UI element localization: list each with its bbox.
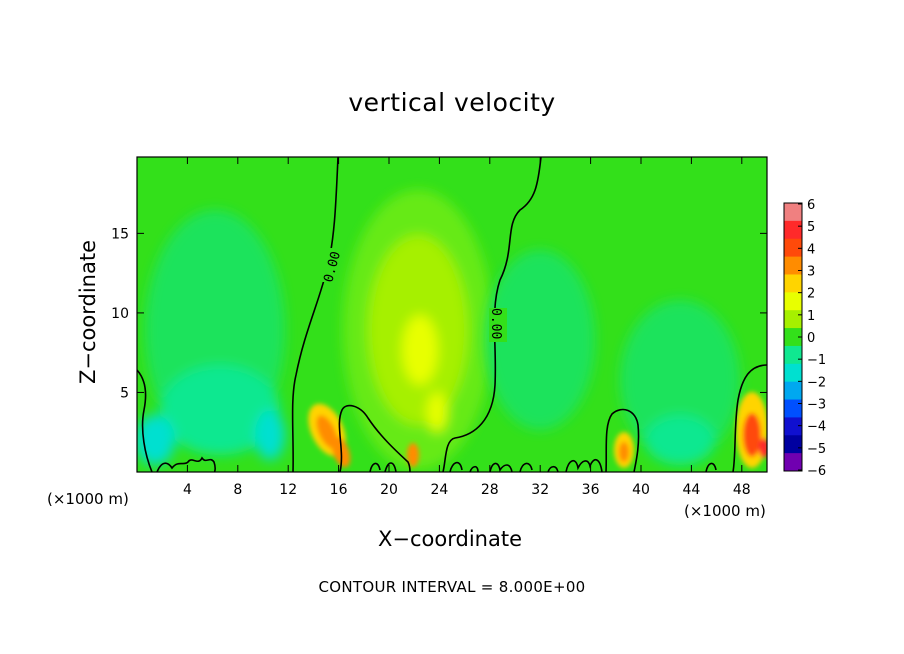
x-tick-label: 4 — [183, 482, 192, 498]
colorbar-swatch — [784, 328, 802, 347]
colorbar-tick-label: 2 — [807, 287, 815, 302]
plot-field: 0.00 0.00 — [137, 157, 767, 472]
contour-label: 0.00 — [488, 308, 503, 339]
colorbar-swatch — [784, 381, 802, 401]
colorbar-swatch — [784, 292, 802, 311]
downdraft-region — [160, 365, 280, 455]
zero-contour — [605, 408, 640, 472]
x-tick-label: 16 — [330, 482, 348, 498]
x-tick-label: 32 — [531, 482, 549, 498]
x-tick-label: 24 — [430, 482, 448, 498]
zero-contour — [338, 404, 411, 472]
y-axis-label: Z−coordinate — [76, 240, 100, 384]
colorbar-tick-label: 4 — [807, 242, 815, 257]
colorbar-swatch — [784, 417, 802, 436]
x-units-right: (×1000 m) — [684, 502, 766, 520]
downdraft-region — [485, 250, 595, 430]
updraft-cell-core — [316, 415, 338, 449]
colorbar-swatch — [784, 453, 802, 472]
colorbar-tick-label: −5 — [807, 442, 826, 457]
colorbar-tick-label: −6 — [807, 464, 826, 479]
plot-frame — [136, 156, 768, 473]
downdraft-core — [137, 415, 175, 465]
y-tick-label: 5 — [120, 385, 129, 401]
colorbar-tick-label: 5 — [807, 220, 815, 235]
colorbar-tick-label: −2 — [807, 375, 826, 390]
colorbar-swatch — [784, 256, 802, 275]
updraft-lobe — [427, 392, 447, 432]
colorbar-tick-label: 6 — [807, 198, 815, 213]
contour-labels: 0.00 0.00 — [318, 248, 507, 342]
x-axis-label: X−coordinate — [378, 527, 522, 551]
colorbar-tick-label: −1 — [807, 353, 826, 368]
colorbar: 6 5 4 3 2 1 0 −1 −2 −3 −4 −5 −6 — [783, 198, 826, 479]
downdraft-region — [620, 300, 740, 460]
colorbar-swatch — [784, 435, 802, 454]
colorbar-swatch — [784, 310, 802, 329]
x-units-left: (×1000 m) — [47, 490, 129, 508]
colorbar-tick-label: −4 — [807, 420, 826, 435]
x-tick-label: 28 — [481, 482, 499, 498]
colorbar-tick-label: −3 — [807, 398, 826, 413]
x-tick-label: 12 — [279, 482, 297, 498]
x-tick-label: 40 — [632, 482, 650, 498]
colorbar-swatch — [784, 203, 802, 222]
x-tick-label: 48 — [733, 482, 751, 498]
updraft-core — [402, 315, 438, 385]
zero-contour — [732, 364, 767, 472]
zero-contour — [137, 369, 153, 472]
updraft-cell-core — [743, 413, 761, 457]
colorbar-swatch — [784, 399, 802, 418]
x-tick-label: 36 — [582, 482, 600, 498]
positive-regions — [343, 190, 493, 470]
colorbar-swatch — [784, 238, 802, 258]
updraft-cell-core — [759, 438, 767, 458]
colorbar-tick-label: 1 — [807, 309, 815, 324]
colorbar-tick-label: 0 — [807, 331, 815, 346]
zero-contour — [291, 157, 339, 472]
x-tick-label: 8 — [233, 482, 242, 498]
chart-title: vertical velocity — [348, 88, 556, 117]
x-tick-label: 44 — [682, 482, 700, 498]
downdraft-core — [255, 410, 285, 460]
colorbar-swatch — [784, 220, 802, 240]
y-tick-label: 10 — [111, 306, 129, 322]
colorbar-swatch — [784, 274, 802, 293]
colorbar-swatch — [784, 345, 802, 365]
strong-cells — [308, 392, 767, 468]
updraft-cell-core — [407, 443, 419, 467]
x-tick-label: 20 — [380, 482, 398, 498]
updraft-cell-core — [619, 442, 629, 462]
y-tick-label: 15 — [111, 226, 129, 242]
colorbar-swatch — [784, 363, 802, 383]
downdraft-region — [645, 415, 715, 465]
colorbar-tick-label: 3 — [807, 265, 815, 280]
contour-interval-note: CONTOUR INTERVAL = 8.000E+00 — [318, 578, 586, 596]
zero-contour — [156, 456, 216, 472]
zero-contour — [369, 459, 717, 472]
